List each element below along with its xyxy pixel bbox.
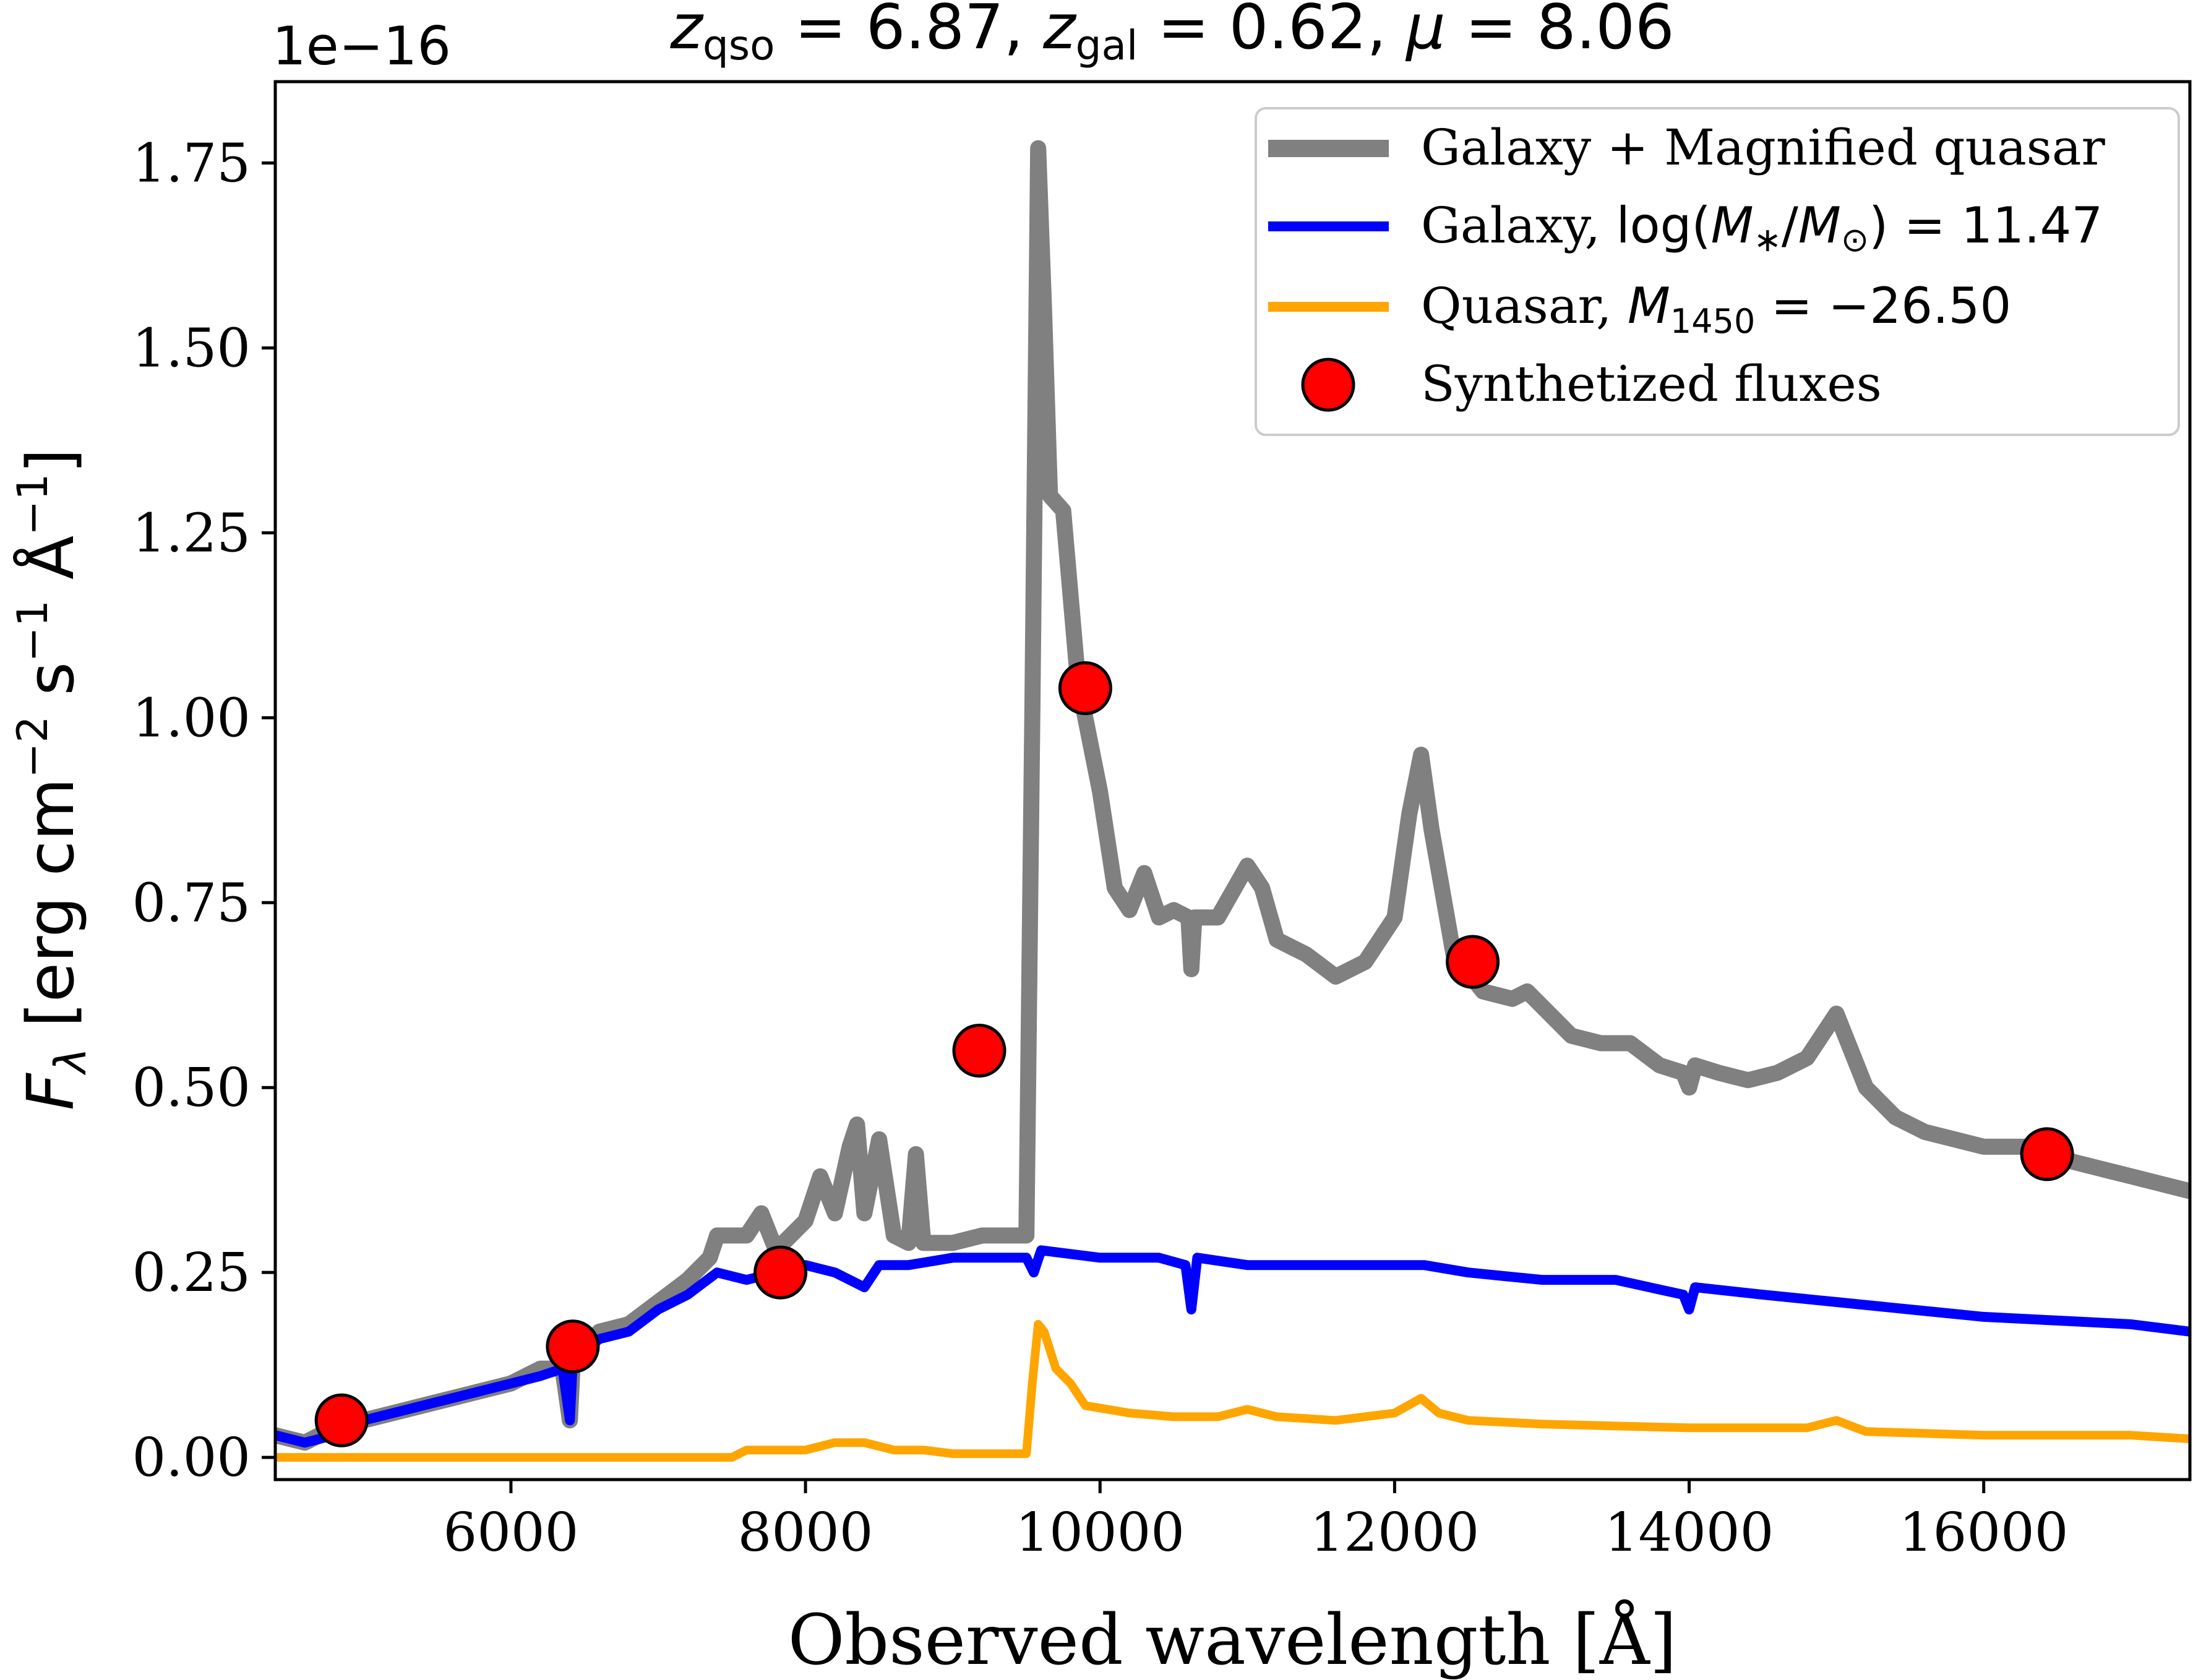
x-tick-label: 10000 (1015, 1502, 1185, 1564)
x-axis: 6000 8000 10000 12000 14000 16000 (443, 1480, 2068, 1564)
synthetized-flux-point (1446, 935, 1500, 989)
synthetized-flux-point (1058, 661, 1112, 715)
plot-area (275, 140, 2190, 1462)
synthetized-flux-point (952, 1024, 1006, 1078)
synthetized-flux-point (753, 1245, 808, 1300)
legend-quasar-label: Quasar, M1450 = −26.50 (1421, 277, 2011, 341)
legend-galaxy-qso-label: Galaxy + Magnified quasar (1421, 119, 2106, 176)
series-line-quasar (275, 1319, 2190, 1462)
y-tick-label: 0.50 (132, 1057, 251, 1119)
legend-flux-label: Synthetized fluxes (1421, 355, 1882, 413)
y-axis-label: Fλ [erg cm−2 s−1 Å−1] (9, 448, 96, 1110)
y-tick-label: 1.75 (132, 133, 251, 195)
y-axis: 0.00 0.25 0.50 0.75 1.00 1.25 1.50 1.75 (132, 133, 275, 1489)
x-axis-label: Observed wavelength [Å] (788, 1599, 1677, 1680)
x-tick-label: 16000 (1899, 1502, 2069, 1564)
y-tick-label: 1.25 (132, 502, 251, 564)
x-tick-label: 8000 (738, 1502, 873, 1564)
y-tick-label: 0.25 (132, 1242, 251, 1304)
synthetized-flux-point (314, 1393, 369, 1447)
title-mu-value: 8.06 (1537, 0, 1675, 63)
y-tick-label: 1.50 (132, 317, 251, 379)
legend-flux-marker (1301, 358, 1355, 412)
axes-frame (273, 80, 2192, 1481)
synthetized-flux-markers (314, 661, 2074, 1447)
synthetized-flux-point (2020, 1127, 2074, 1181)
x-tick-label: 14000 (1605, 1502, 1774, 1564)
title-zgal-value: 0.62 (1229, 0, 1367, 63)
y-tick-label: 0.75 (132, 872, 251, 934)
legend-box (1255, 107, 2180, 436)
offset-text: 1e−16 (272, 15, 451, 77)
x-tick-label: 12000 (1310, 1502, 1480, 1564)
synthetized-flux-point (546, 1319, 600, 1374)
x-tick-label: 6000 (443, 1502, 578, 1564)
y-tick-label: 1.00 (132, 687, 251, 749)
chart-title: zqso = 6.87, zgal = 0.62, μ = 8.06 (669, 0, 1674, 69)
series-line-galaxy-plus-quasar (275, 140, 2190, 1451)
series-line-galaxy (275, 1245, 2190, 1448)
legend: Galaxy + Magnified quasar Galaxy, log(M∗… (1255, 107, 2180, 436)
y-tick-label: 0.00 (132, 1427, 251, 1489)
title-zqso-value: 6.87 (866, 0, 1004, 63)
